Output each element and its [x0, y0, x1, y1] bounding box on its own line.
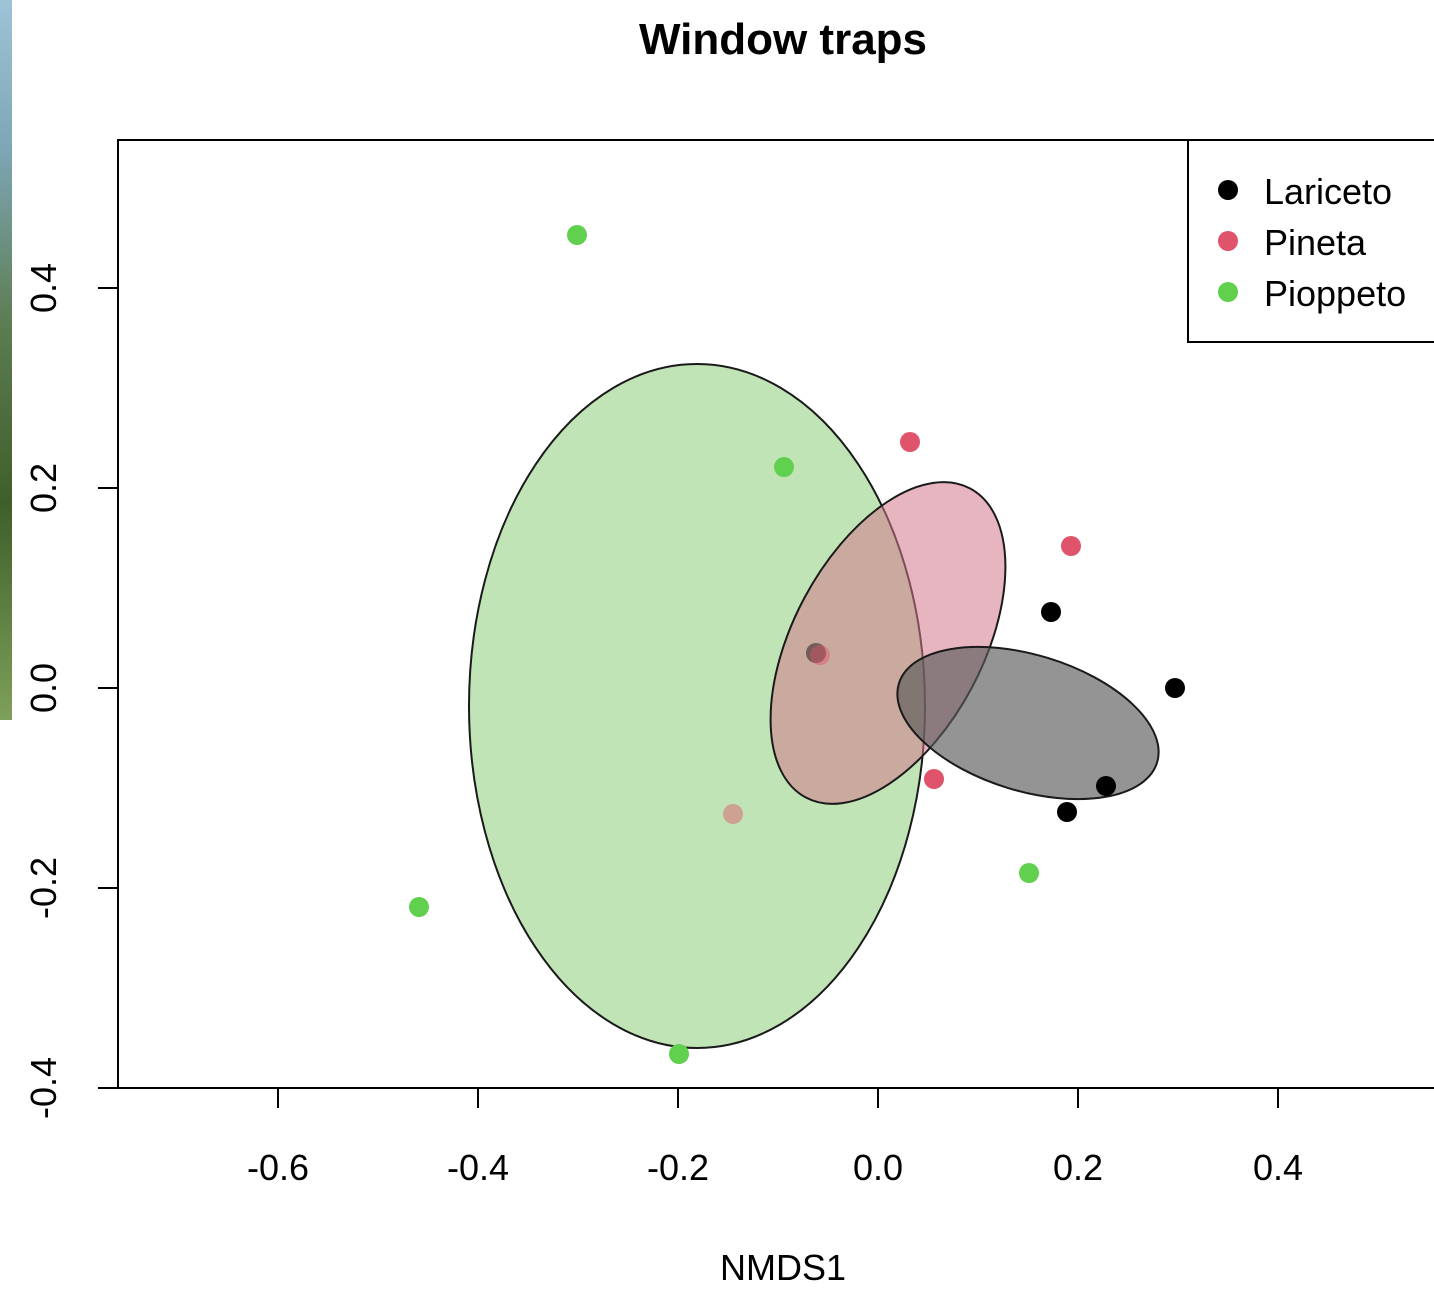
x-tick-label: -0.6 — [247, 1147, 309, 1188]
plot-area — [409, 225, 1185, 1064]
point-pineta — [1061, 536, 1081, 556]
axes: -0.6 -0.4 -0.2 0.0 0.2 0.4 -0.4 -0.2 0.0 0.2 0.4 — [23, 139, 1434, 1188]
legend-label-lariceto: Lariceto — [1264, 171, 1392, 212]
photo-edge — [0, 0, 12, 720]
x-tick-label: 0.0 — [853, 1147, 903, 1188]
legend-marker-lariceto — [1218, 180, 1238, 200]
plot-contents — [409, 225, 1185, 1064]
point-lariceto — [1041, 602, 1061, 622]
point-lariceto — [1057, 802, 1077, 822]
ellipse-lariceto — [896, 645, 1160, 801]
y-tick-label: 0.0 — [23, 663, 64, 713]
point-pioppeto — [567, 225, 587, 245]
point-pioppeto — [409, 897, 429, 917]
y-tick-label: 0.2 — [23, 463, 64, 513]
legend-marker-pineta — [1218, 231, 1238, 251]
legend-marker-pioppeto — [1218, 282, 1238, 302]
plot-frame — [117, 139, 1434, 1089]
x-tick-label: 0.4 — [1253, 1147, 1303, 1188]
point-pineta — [900, 432, 920, 452]
legend-label-pineta: Pineta — [1264, 222, 1367, 263]
point-pineta — [924, 769, 944, 789]
x-axis-label: NMDS1 — [720, 1247, 846, 1288]
x-tick-label: -0.4 — [447, 1147, 509, 1188]
y-tick-label: 0.4 — [23, 263, 64, 313]
point-pioppeto — [774, 457, 794, 477]
chart-title: Window traps — [639, 15, 927, 64]
point-lariceto — [1096, 776, 1116, 796]
point-lariceto — [806, 643, 826, 663]
y-tick-label: -0.2 — [23, 857, 64, 919]
point-lariceto — [1165, 678, 1185, 698]
y-tick-label: -0.4 — [23, 1057, 64, 1119]
x-tick-label: -0.2 — [647, 1147, 709, 1188]
point-pineta — [810, 645, 830, 665]
point-pioppeto — [1019, 863, 1039, 883]
legend-label-pioppeto: Pioppeto — [1264, 273, 1406, 314]
x-tick-label: 0.2 — [1053, 1147, 1103, 1188]
point-pineta — [723, 804, 743, 824]
point-pioppeto — [669, 1044, 689, 1064]
legend: Lariceto Pineta Pioppeto — [1187, 139, 1434, 343]
